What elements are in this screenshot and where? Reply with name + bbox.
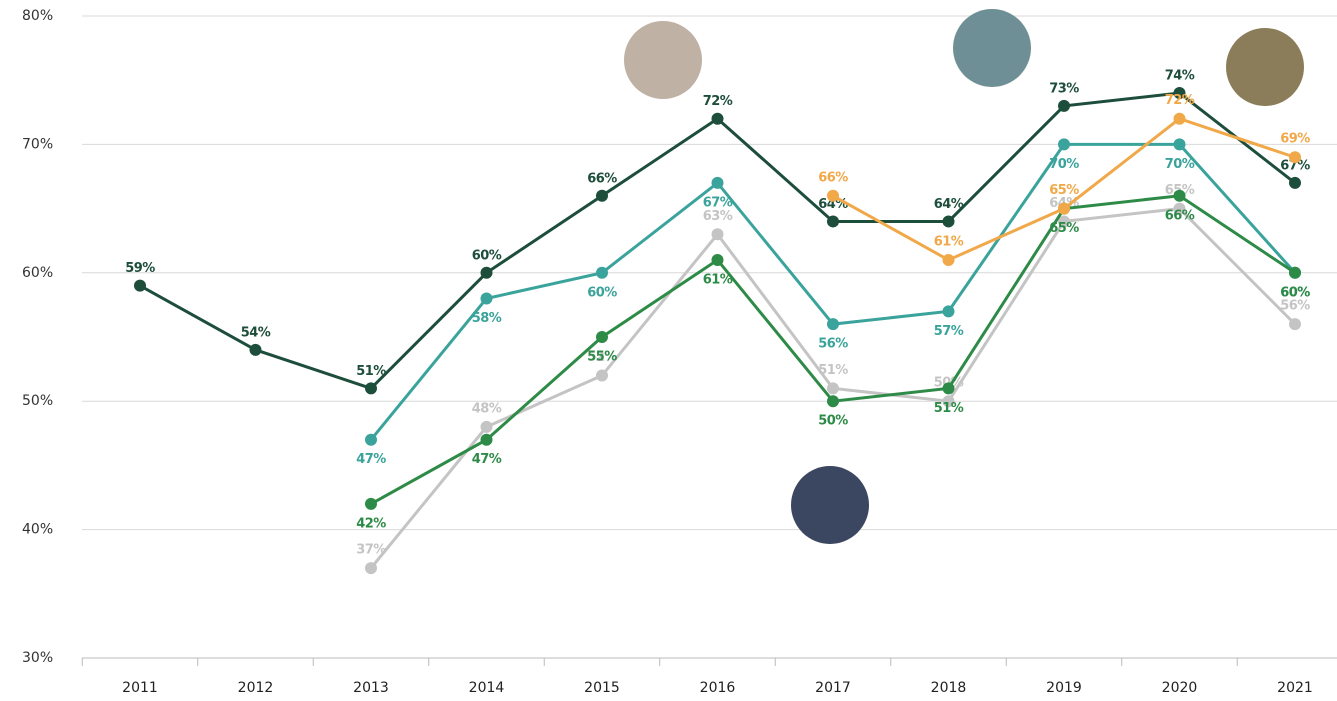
data-label: 66% xyxy=(587,171,617,186)
data-label: 55% xyxy=(587,350,617,365)
chart: 30% 40% 50% 60% 70% 80% 2011 2012 2013 2014 2015 20… xyxy=(0,0,1337,701)
data-label: 73% xyxy=(1049,81,1079,96)
data-label: 74% xyxy=(1165,69,1195,84)
data-point xyxy=(596,370,608,382)
data-label: 42% xyxy=(356,516,386,531)
x-tick-label: 2013 xyxy=(353,680,389,696)
data-label: 51% xyxy=(356,364,386,379)
photo xyxy=(791,466,869,544)
data-point xyxy=(1058,203,1070,215)
x-tick-label: 2014 xyxy=(469,680,505,696)
data-point xyxy=(943,382,955,394)
photo xyxy=(1226,28,1304,106)
data-point xyxy=(712,177,724,189)
y-tick-label: 80% xyxy=(22,8,53,24)
data-point xyxy=(827,190,839,202)
data-label: 72% xyxy=(703,94,733,109)
data-label: 70% xyxy=(1165,157,1195,172)
data-point xyxy=(943,254,955,266)
data-label: 47% xyxy=(356,452,386,467)
data-label: 63% xyxy=(703,209,733,224)
data-point xyxy=(365,498,377,510)
data-label: 56% xyxy=(818,337,848,352)
data-point xyxy=(712,113,724,125)
x-tick-label: 2016 xyxy=(700,680,736,696)
data-point xyxy=(481,292,493,304)
data-point xyxy=(596,267,608,279)
data-label: 60% xyxy=(472,248,502,263)
data-label: 37% xyxy=(356,543,386,558)
data-point xyxy=(134,280,146,292)
series: 66% 61% 65% 72% 69% xyxy=(818,93,1310,266)
data-label: 58% xyxy=(472,311,502,326)
x-tick-label: 2012 xyxy=(238,680,274,696)
data-point xyxy=(1058,100,1070,112)
series-line xyxy=(140,93,1295,388)
photo xyxy=(624,21,702,99)
data-label: 65% xyxy=(1049,221,1079,236)
data-point xyxy=(827,382,839,394)
data-point xyxy=(596,331,608,343)
x-tick-label: 2019 xyxy=(1046,680,1082,696)
data-label: 60% xyxy=(1280,285,1310,300)
x-tick-label: 2020 xyxy=(1162,680,1198,696)
data-label: 64% xyxy=(934,197,964,212)
data-point xyxy=(1289,318,1301,330)
data-label: 51% xyxy=(818,363,848,378)
data-label: 54% xyxy=(241,325,271,340)
data-point xyxy=(712,254,724,266)
data-point xyxy=(365,382,377,394)
data-point xyxy=(1289,151,1301,163)
data-point xyxy=(1289,177,1301,189)
data-point xyxy=(827,318,839,330)
data-label: 65% xyxy=(1049,183,1079,198)
data-point xyxy=(1174,113,1186,125)
data-point xyxy=(365,562,377,574)
data-label: 69% xyxy=(1280,132,1310,147)
data-point xyxy=(596,190,608,202)
y-tick-label: 60% xyxy=(22,265,53,281)
data-label: 72% xyxy=(1165,93,1195,108)
data-point xyxy=(827,395,839,407)
data-label: 66% xyxy=(1165,208,1195,223)
data-label: 51% xyxy=(934,401,964,416)
data-point xyxy=(943,215,955,227)
data-point xyxy=(481,421,493,433)
data-point xyxy=(1174,138,1186,150)
data-point xyxy=(481,434,493,446)
data-point xyxy=(827,215,839,227)
data-point xyxy=(712,228,724,240)
data-label: 47% xyxy=(472,452,502,467)
x-tick-label: 2021 xyxy=(1277,680,1313,696)
x-tick-label: 2011 xyxy=(122,680,158,696)
data-point xyxy=(365,434,377,446)
data-point xyxy=(250,344,262,356)
grid xyxy=(82,16,1337,666)
data-label: 70% xyxy=(1049,157,1079,172)
x-tick-label: 2018 xyxy=(931,680,967,696)
data-label: 59% xyxy=(125,261,155,276)
photo xyxy=(953,9,1031,87)
x-tick-label: 2015 xyxy=(584,680,620,696)
data-point xyxy=(1058,138,1070,150)
data-label: 61% xyxy=(703,272,733,287)
data-point xyxy=(943,305,955,317)
data-label: 50% xyxy=(818,414,848,429)
data-label: 61% xyxy=(934,234,964,249)
data-label: 60% xyxy=(587,285,617,300)
data-label: 66% xyxy=(818,170,848,185)
y-tick-label: 50% xyxy=(22,393,53,409)
y-tick-label: 30% xyxy=(22,650,53,666)
data-point xyxy=(481,267,493,279)
data-label: 48% xyxy=(472,401,502,416)
y-tick-label: 40% xyxy=(22,522,53,538)
data-label: 57% xyxy=(934,324,964,339)
data-point xyxy=(1174,190,1186,202)
data-point xyxy=(1289,267,1301,279)
y-tick-label: 70% xyxy=(22,136,53,152)
x-tick-label: 2017 xyxy=(815,680,851,696)
data-label: 56% xyxy=(1280,299,1310,314)
